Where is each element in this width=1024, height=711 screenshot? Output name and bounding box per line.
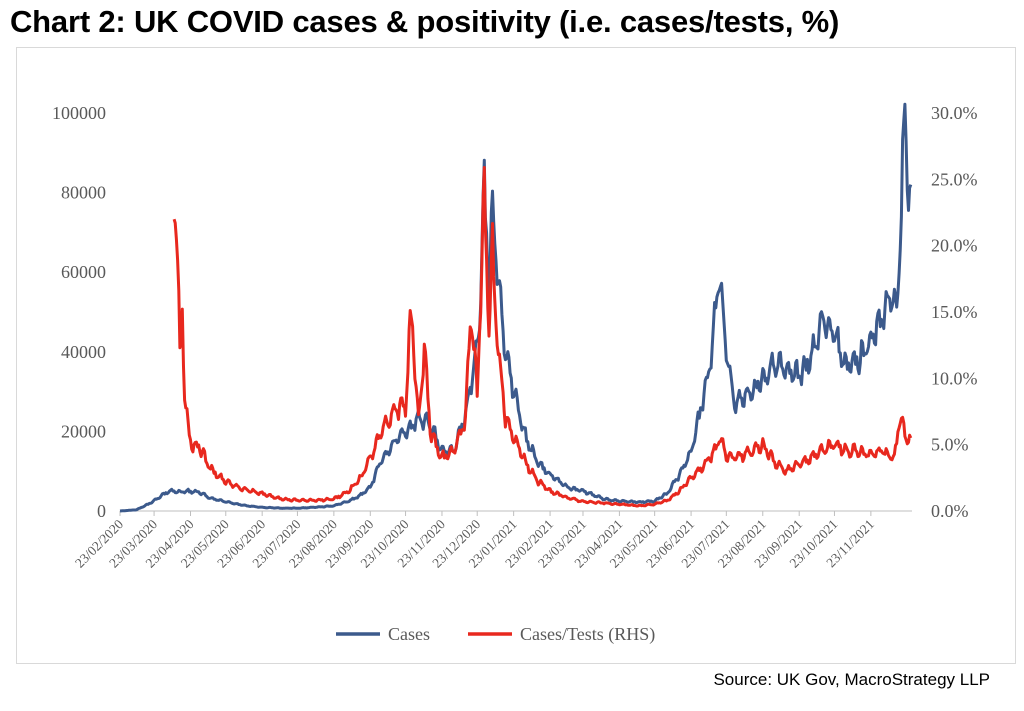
y-left-tick-label: 0: [97, 501, 106, 521]
chart-frame: [16, 47, 1016, 664]
legend-label: Cases: [388, 624, 430, 644]
y-right-tick-label: 20.0%: [931, 236, 978, 256]
y-right-tick-label: 5.0%: [931, 435, 969, 455]
y-left-tick-label: 60000: [61, 262, 106, 282]
right-axis-ticks: 0.0% 5.0% 10.0% 15.0% 20.0% 25.0% 30.0%: [931, 103, 978, 521]
series-lines: [119, 102, 913, 513]
y-right-tick-label: 25.0%: [931, 169, 978, 189]
y-right-tick-label: 15.0%: [931, 302, 978, 322]
y-right-tick-label: 10.0%: [931, 368, 978, 388]
chart-title: Chart 2: UK COVID cases & positivity (i.…: [10, 4, 840, 39]
source-note: Source: UK Gov, MacroStrategy LLP: [713, 670, 990, 689]
series-line: [172, 166, 913, 508]
left-axis-ticks: 0 20000 40000 60000 80000 100000: [52, 103, 106, 521]
y-left-tick-label: 40000: [61, 342, 106, 362]
y-left-tick-label: 20000: [61, 421, 106, 441]
y-left-tick-label: 80000: [61, 183, 106, 203]
legend-label: Cases/Tests (RHS): [520, 624, 655, 645]
y-right-tick-label: 30.0%: [931, 103, 978, 123]
x-axis-ticks: 23/02/202023/03/202023/04/202023/05/2020…: [72, 511, 877, 571]
series-line: [119, 102, 913, 513]
legend: Cases Cases/Tests (RHS): [336, 624, 655, 645]
y-left-tick-label: 100000: [52, 103, 106, 123]
y-right-tick-label: 0.0%: [931, 501, 969, 521]
